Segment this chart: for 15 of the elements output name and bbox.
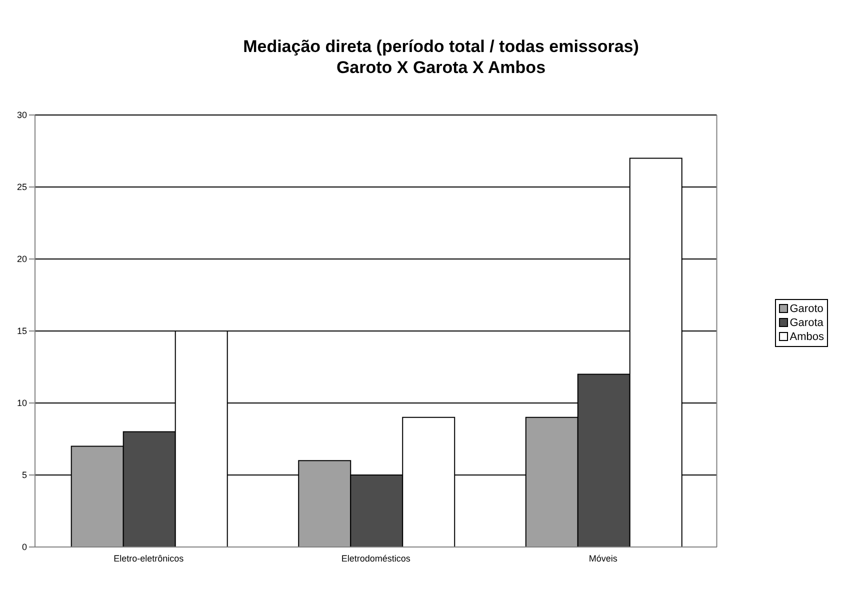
y-tick-label: 20 [16,254,27,264]
y-tick-label: 25 [16,182,27,192]
y-tick-label: 15 [16,326,27,336]
y-tick-label: 0 [22,542,27,552]
y-tick-label: 30 [16,110,27,120]
x-tick-label: Eletro-eletrônicos [114,553,184,564]
legend-label: Ambos [790,330,824,344]
chart-subtitle: Garoto X Garota X Ambos [335,57,547,78]
y-tick-label: 10 [16,398,27,408]
legend-label: Garoto [790,302,824,316]
chart-title: Mediação direta (período total / todas emissoras) [242,36,640,57]
x-tick-label: Eletrodomésticos [341,553,411,564]
x-tick-label: Móveis [588,553,618,564]
y-tick-label: 5 [22,470,27,480]
legend-label: Garota [790,316,824,330]
